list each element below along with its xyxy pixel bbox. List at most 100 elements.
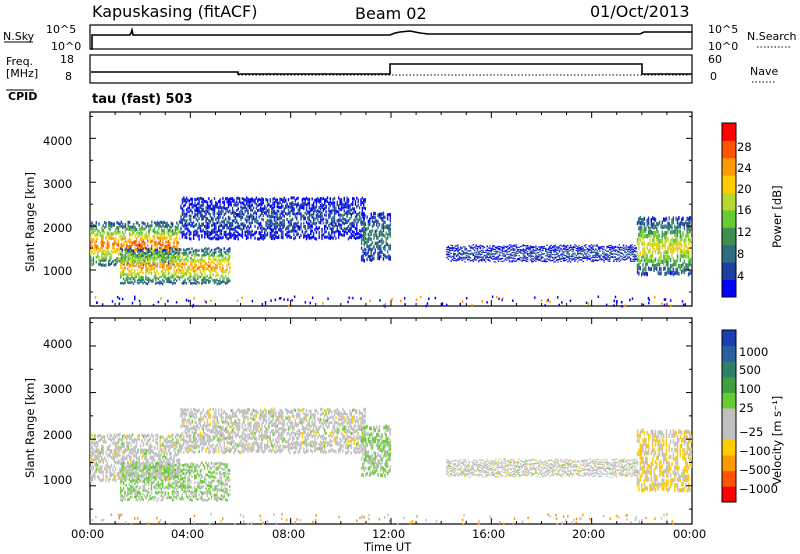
data-cell [283, 224, 285, 228]
data-cell [252, 198, 255, 202]
data-cell [674, 262, 676, 267]
data-cell [604, 258, 607, 260]
data-cell [507, 258, 509, 260]
data-cell [116, 447, 118, 451]
data-cell [134, 249, 136, 253]
data-cell [160, 232, 163, 236]
data-cell [229, 209, 231, 213]
data-cell [490, 257, 493, 260]
data-cell [542, 250, 544, 252]
data-cell [664, 298, 667, 301]
data-cell [686, 254, 688, 259]
data-cell [529, 248, 532, 250]
data-cell [95, 463, 97, 467]
data-cell [191, 258, 193, 261]
data-cell [91, 249, 93, 253]
data-cell [307, 198, 309, 202]
data-cell [338, 206, 340, 210]
data-cell [314, 237, 316, 240]
data-cell [510, 257, 512, 259]
data-cell [645, 253, 647, 258]
data-cell [499, 246, 501, 248]
data-cell [643, 267, 646, 272]
data-cell [479, 246, 481, 248]
data-cell [269, 234, 271, 238]
data-cell [155, 261, 157, 264]
data-cell [202, 269, 204, 273]
data-cell [108, 236, 110, 240]
data-cell [117, 476, 120, 480]
data-cell [547, 251, 550, 253]
data-cell [460, 248, 462, 250]
data-cell [209, 269, 211, 273]
data-cell [123, 236, 125, 240]
data-cell [290, 218, 292, 222]
data-cell [519, 249, 522, 251]
data-cell [183, 263, 185, 266]
data-cell [101, 450, 103, 454]
data-cell [137, 221, 139, 225]
data-cell [652, 260, 654, 265]
data-cell [181, 230, 184, 234]
data-cell [278, 297, 281, 300]
data-cell [109, 236, 111, 240]
data-cell [135, 228, 138, 232]
data-cell [624, 247, 626, 249]
data-cell [208, 204, 210, 208]
data-cell [275, 227, 277, 231]
data-cell [145, 271, 147, 274]
data-cell [146, 248, 148, 252]
data-cell [333, 220, 336, 224]
data-cell [513, 254, 515, 256]
data-cell [647, 266, 650, 271]
data-cell [453, 248, 455, 250]
data-cell [535, 253, 537, 255]
data-cell [315, 198, 318, 202]
data-cell [574, 252, 576, 254]
data-cell [513, 250, 515, 252]
data-cell [212, 212, 214, 216]
data-cell [134, 255, 136, 259]
data-cell [102, 470, 104, 474]
data-cell [163, 247, 165, 251]
data-cell [671, 249, 673, 254]
data-cell [385, 242, 387, 247]
data-cell [151, 239, 153, 243]
data-cell [474, 255, 476, 257]
data-cell [388, 213, 390, 217]
data-cell [491, 295, 494, 298]
data-cell [663, 243, 665, 248]
data-cell [647, 242, 650, 247]
data-cell [454, 247, 456, 249]
data-cell [360, 238, 363, 242]
data-cell [496, 252, 498, 254]
data-cell [177, 247, 179, 251]
data-cell [192, 204, 195, 208]
data-cell [595, 248, 597, 251]
data-cell [681, 237, 683, 242]
data-cell [511, 255, 513, 257]
data-cell [511, 247, 513, 249]
data-cell [155, 278, 157, 281]
data-cell [297, 224, 299, 228]
data-cell [474, 246, 476, 248]
data-cell [618, 252, 621, 254]
data-cell [116, 444, 118, 448]
data-cell [615, 260, 618, 262]
data-cell [494, 246, 497, 248]
data-cell [150, 264, 153, 267]
data-cell [308, 218, 311, 222]
data-cell [91, 477, 93, 481]
data-cell [160, 236, 163, 240]
data-cell [620, 246, 622, 248]
data-cell [205, 212, 207, 216]
data-cell [106, 249, 109, 253]
data-cell [101, 252, 103, 256]
data-cell [384, 244, 386, 249]
data-cell [92, 460, 95, 464]
data-cell [188, 222, 191, 226]
data-cell [117, 473, 120, 477]
data-cell [96, 254, 99, 258]
data-cell [102, 440, 104, 444]
data-cell [108, 241, 110, 245]
